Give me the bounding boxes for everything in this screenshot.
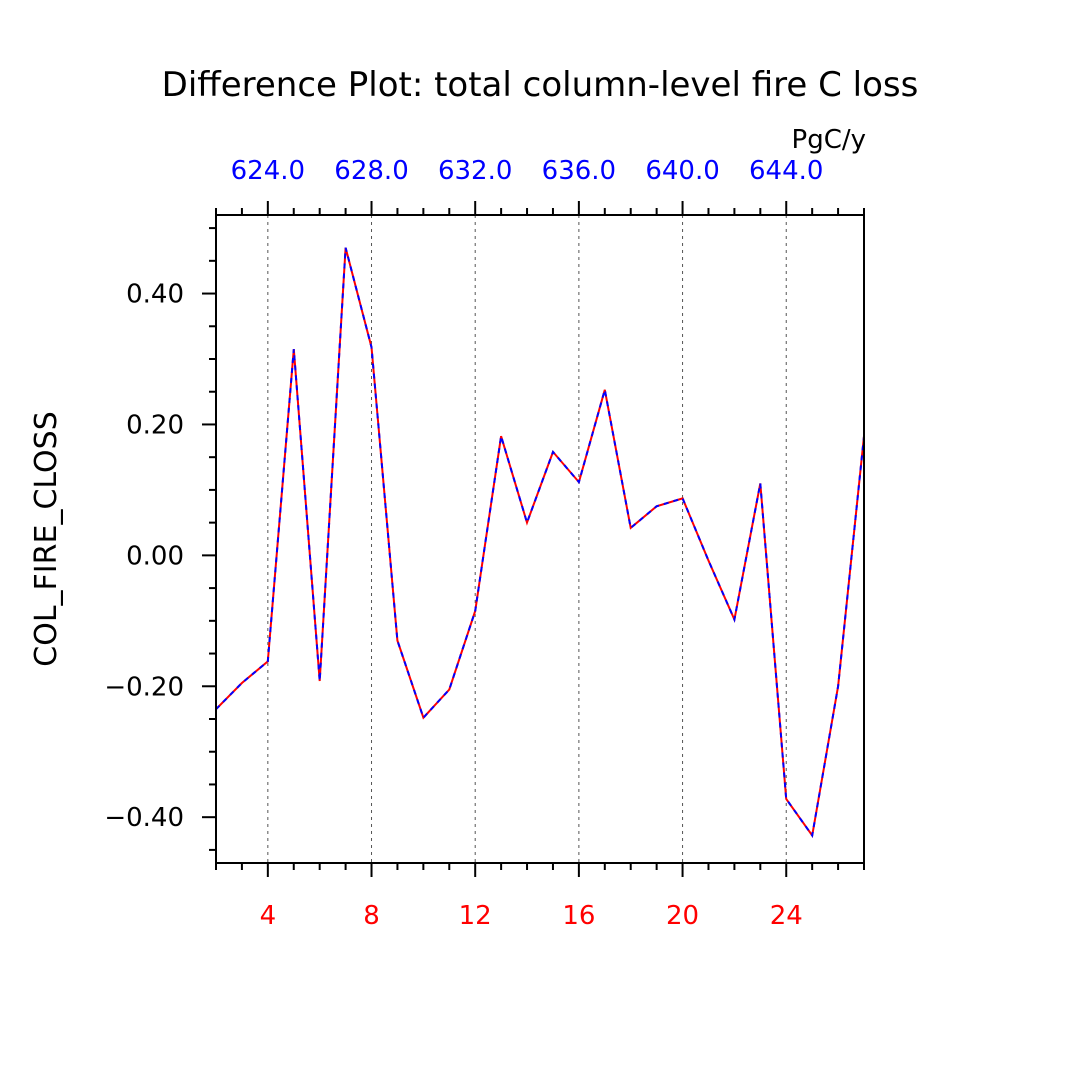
y-tick-label: −0.40: [104, 803, 184, 833]
y-tick-label: 0.20: [126, 410, 184, 440]
x-tick-label: 8: [363, 901, 380, 931]
chart-title: Difference Plot: total column-level fire…: [162, 65, 919, 105]
y-axis-label: COL_FIRE_CLOSS: [29, 411, 64, 666]
x-tick-label: 24: [770, 901, 803, 931]
top-tick-label: 628.0: [334, 156, 408, 186]
top-tick-label: 640.0: [645, 156, 719, 186]
x-tick-label: 4: [260, 901, 277, 931]
label-layer: −0.40 −0.20 0.00 0.20 0.40 4 8 12 16 20 24 624.0 628…: [104, 156, 823, 931]
top-tick-label: 644.0: [749, 156, 823, 186]
top-tick-label: 636.0: [542, 156, 616, 186]
y-tick-label: −0.20: [104, 672, 184, 702]
tick-layer: [202, 201, 865, 877]
series-layer: [215, 247, 865, 839]
x-tick-label: 16: [562, 901, 595, 931]
y-tick-label: 0.00: [126, 541, 184, 571]
top-tick-label: 632.0: [438, 156, 512, 186]
grid-layer: [267, 215, 787, 863]
series-line-2: [215, 247, 865, 839]
x-tick-label: 20: [666, 901, 699, 931]
series-line-1: [215, 247, 865, 839]
y-tick-label: 0.40: [126, 280, 184, 310]
units-label: PgC/y: [792, 125, 866, 155]
x-tick-label: 12: [459, 901, 492, 931]
top-tick-label: 624.0: [231, 156, 305, 186]
plot-frame: [215, 214, 865, 864]
